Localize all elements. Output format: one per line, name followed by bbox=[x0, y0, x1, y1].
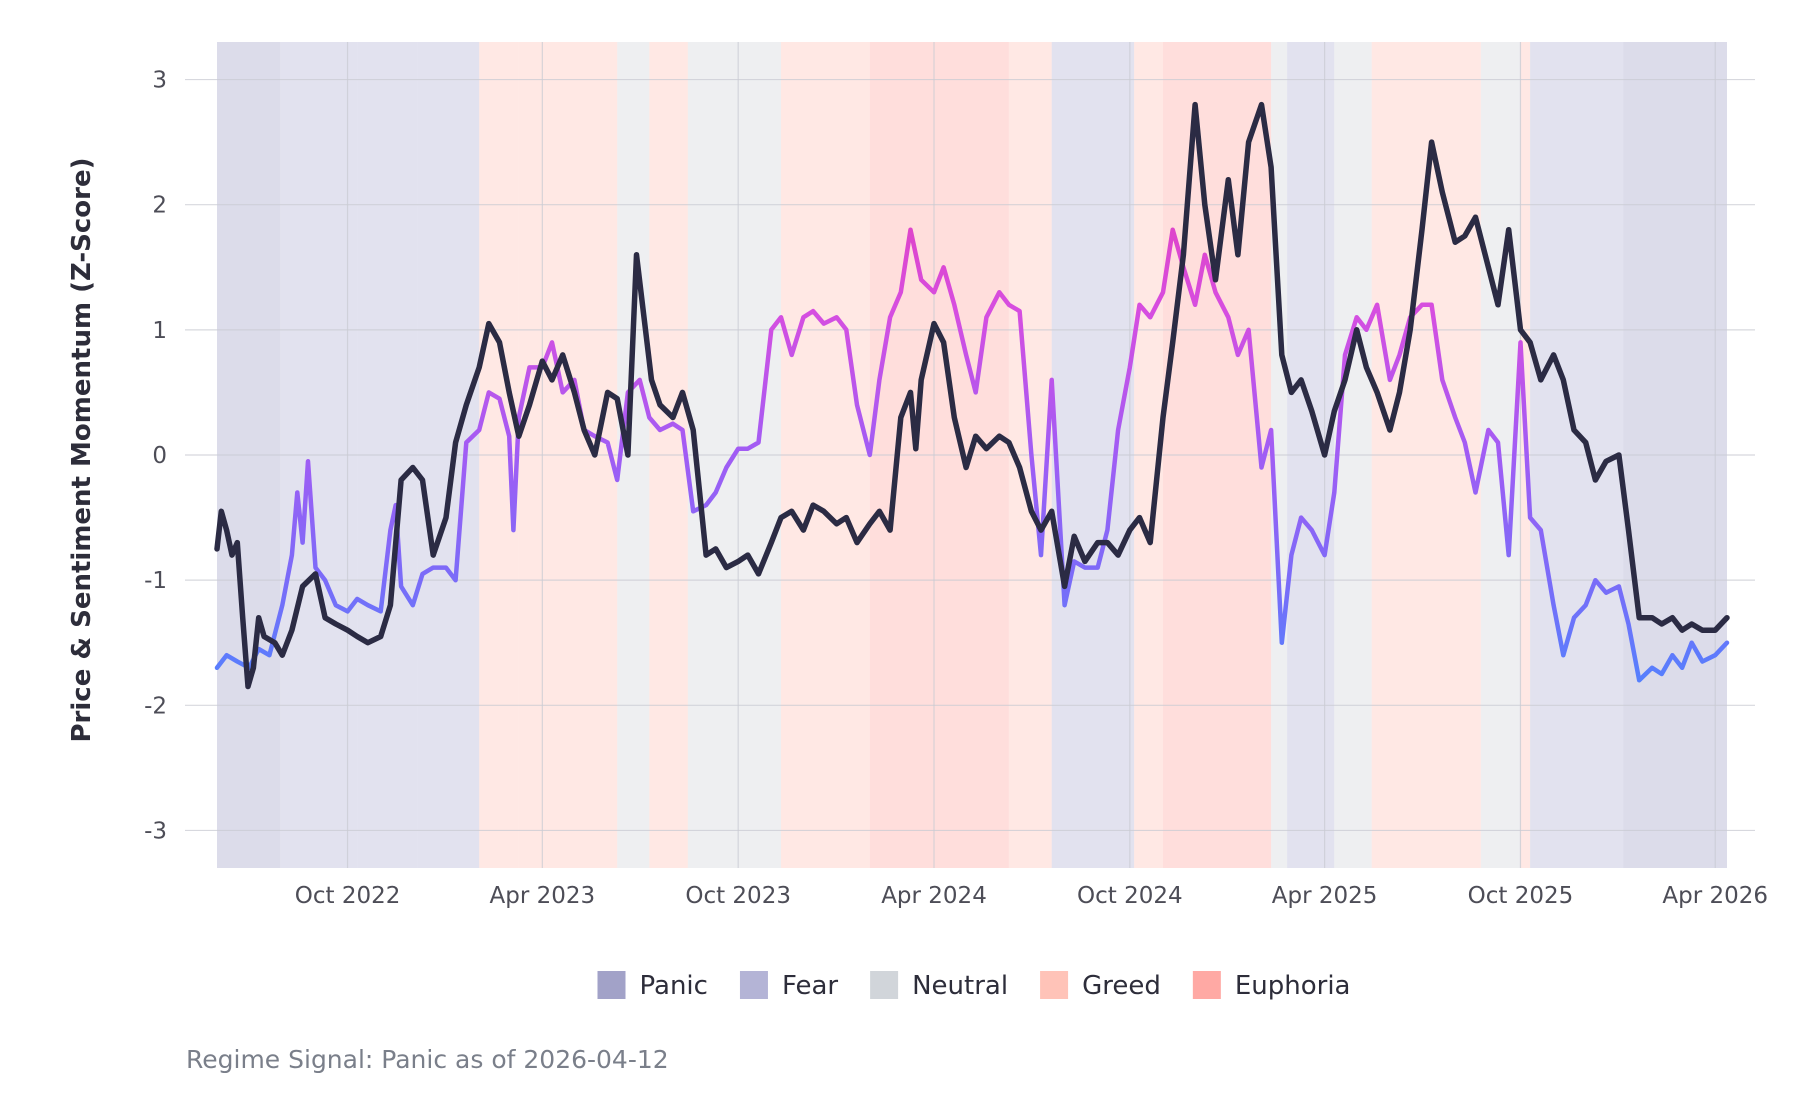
x-tick-label: Apr 2024 bbox=[881, 883, 987, 909]
x-tick-label: Apr 2025 bbox=[1272, 883, 1378, 909]
y-axis-ticks: 3 2 1 0 -1 -2 -3 bbox=[144, 68, 167, 845]
y-axis-title: Price & Sentiment Momentum (Z-Score) bbox=[67, 158, 97, 743]
x-tick-label: Oct 2022 bbox=[295, 883, 401, 909]
legend-label-fear: Fear bbox=[782, 971, 838, 1001]
legend-swatch-fear bbox=[739, 971, 768, 999]
y-tick-label: 1 bbox=[152, 318, 167, 344]
legend-swatch-euphoria bbox=[1192, 971, 1221, 999]
x-tick-label: Apr 2026 bbox=[1662, 883, 1768, 909]
y-tick-label: 0 bbox=[152, 443, 167, 469]
legend-label-euphoria: Euphoria bbox=[1235, 971, 1351, 1001]
legend-swatch-neutral bbox=[870, 971, 899, 999]
x-tick-label: Apr 2023 bbox=[490, 883, 596, 909]
legend-label-greed: Greed bbox=[1082, 971, 1161, 1001]
x-tick-label: Oct 2025 bbox=[1468, 883, 1574, 909]
x-tick-label: Oct 2024 bbox=[1077, 883, 1183, 909]
y-tick-label: -1 bbox=[144, 568, 167, 594]
y-tick-label: -3 bbox=[144, 818, 167, 844]
price-momentum-line bbox=[214, 101, 1730, 690]
x-axis-ticks: Oct 2022 Apr 2023 Oct 2023 Apr 2024 Oct 2024… bbox=[295, 883, 1768, 909]
sentiment-momentum-line bbox=[214, 227, 1730, 683]
series-lines bbox=[214, 101, 1730, 690]
legend-swatch-panic bbox=[597, 971, 626, 999]
x-tick-label: Oct 2023 bbox=[685, 883, 791, 909]
y-tick-label: 2 bbox=[152, 193, 167, 219]
legend-label-panic: Panic bbox=[640, 971, 708, 1001]
y-tick-label: 3 bbox=[152, 68, 167, 94]
y-tick-label: -2 bbox=[144, 693, 167, 719]
legend-swatch-greed bbox=[1040, 971, 1069, 999]
legend-label-neutral: Neutral bbox=[912, 971, 1008, 1001]
chart-caption: Regime Signal: Panic as of 2026-04-12 bbox=[186, 1045, 669, 1074]
legend: Panic Fear Neutral Greed Euphoria bbox=[597, 971, 1351, 1001]
